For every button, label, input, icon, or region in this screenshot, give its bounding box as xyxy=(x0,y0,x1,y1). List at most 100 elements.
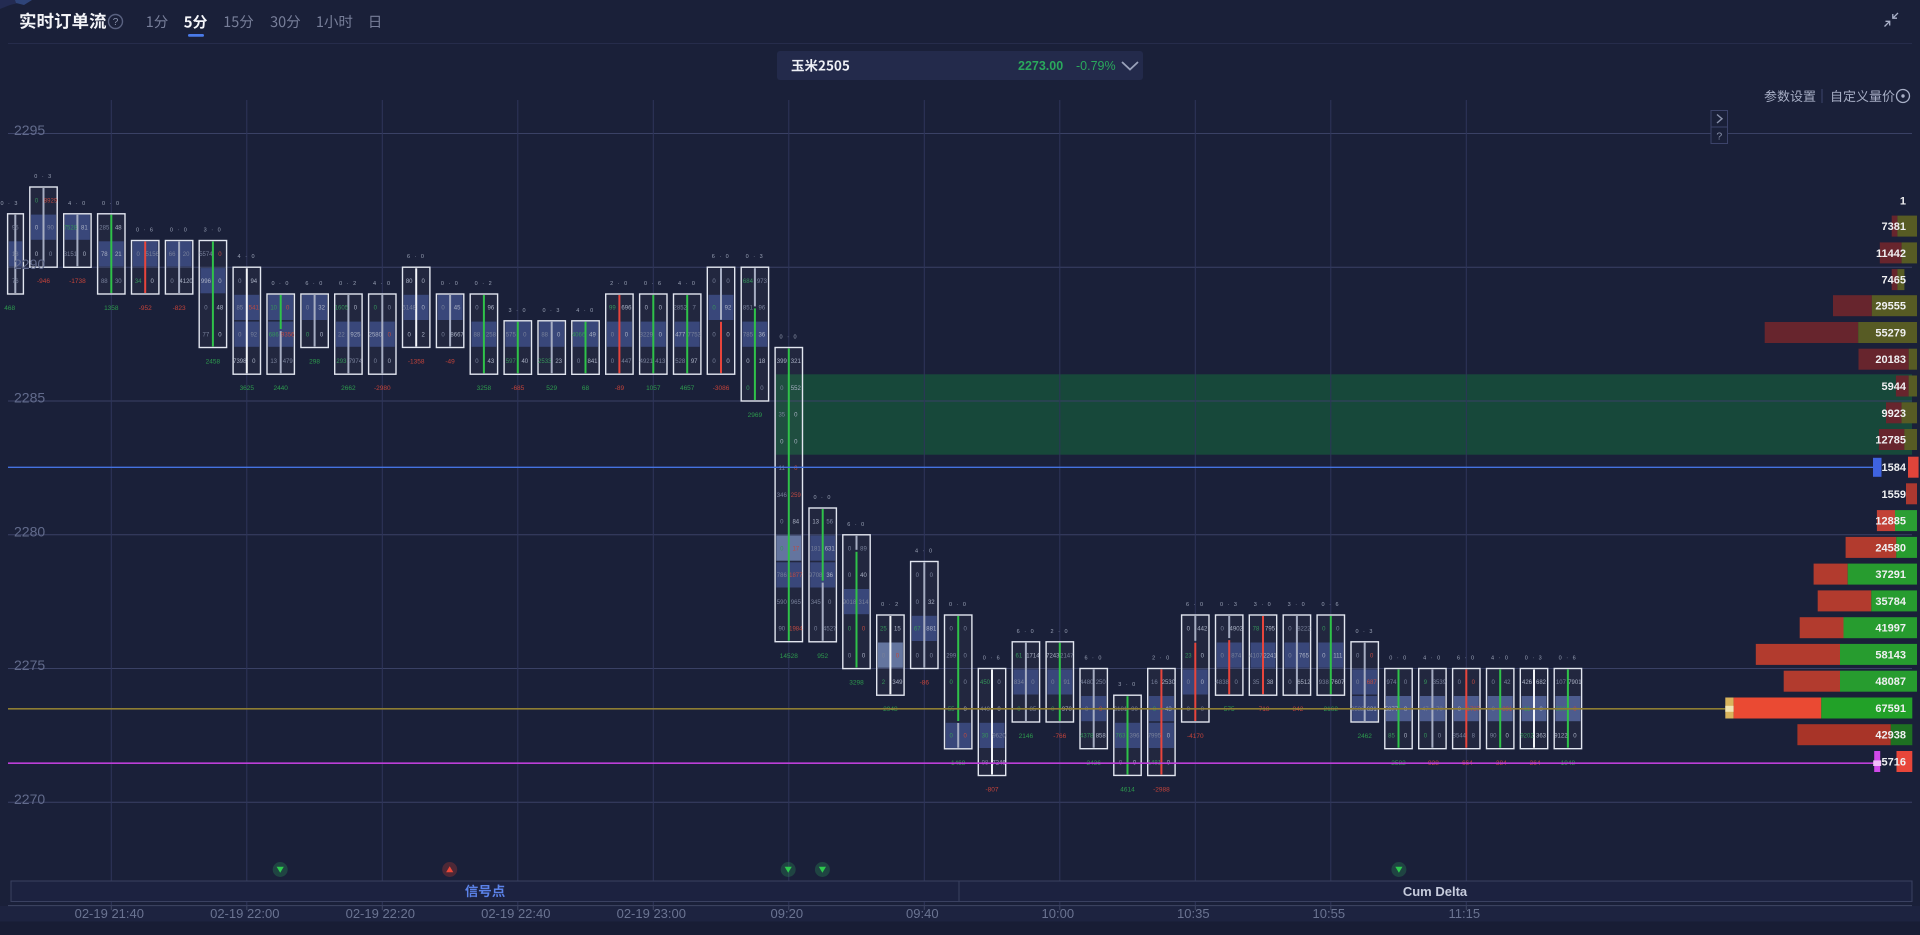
svg-text:42938: 42938 xyxy=(1875,730,1906,742)
svg-text:0: 0 xyxy=(408,332,412,338)
svg-text:0: 0 xyxy=(1031,680,1035,686)
svg-text:-89: -89 xyxy=(615,385,625,392)
svg-text:0 · 2: 0 · 2 xyxy=(339,281,358,287)
svg-text:4 · 0: 4 · 0 xyxy=(68,201,87,207)
svg-text:858: 858 xyxy=(1096,734,1107,740)
svg-text:0 · 3: 0 · 3 xyxy=(1355,629,1374,635)
svg-text:4480: 4480 xyxy=(1080,680,1094,686)
svg-text:0: 0 xyxy=(252,359,256,365)
svg-text:250: 250 xyxy=(1096,680,1107,686)
svg-text:0: 0 xyxy=(1051,707,1055,713)
svg-text:0: 0 xyxy=(374,359,378,365)
svg-text:0: 0 xyxy=(916,573,920,579)
svg-text:8: 8 xyxy=(1472,734,1476,740)
svg-text:684: 684 xyxy=(743,279,754,285)
svg-text:48087: 48087 xyxy=(1875,676,1906,688)
svg-text:22: 22 xyxy=(338,332,345,338)
svg-text:8544: 8544 xyxy=(1453,734,1467,740)
svg-text:590: 590 xyxy=(777,600,788,606)
svg-text:-0.79%: -0.79% xyxy=(1076,59,1116,73)
svg-text:0: 0 xyxy=(388,306,392,312)
svg-text:0 · 0: 0 · 0 xyxy=(780,335,799,341)
svg-text:0: 0 xyxy=(916,653,920,659)
svg-text:2: 2 xyxy=(882,680,886,686)
svg-text:7243: 7243 xyxy=(1046,653,1060,659)
svg-text:7901: 7901 xyxy=(1568,680,1582,686)
svg-text:94: 94 xyxy=(250,279,257,285)
svg-text:9: 9 xyxy=(1099,707,1103,713)
svg-text:21: 21 xyxy=(115,252,122,258)
svg-text:450: 450 xyxy=(980,680,991,686)
svg-text:85: 85 xyxy=(236,306,243,312)
svg-text:0: 0 xyxy=(1187,627,1191,633)
svg-text:0: 0 xyxy=(625,332,629,338)
svg-text:40: 40 xyxy=(521,359,528,365)
svg-text:8222: 8222 xyxy=(1297,627,1311,633)
svg-text:1358: 1358 xyxy=(104,305,119,312)
svg-text:9620: 9620 xyxy=(992,734,1006,740)
svg-text:0: 0 xyxy=(441,332,445,338)
svg-text:15: 15 xyxy=(894,627,901,633)
svg-text:2241: 2241 xyxy=(1263,653,1277,659)
svg-text:0: 0 xyxy=(964,680,968,686)
svg-text:0: 0 xyxy=(950,627,954,633)
svg-text:09:40: 09:40 xyxy=(906,906,939,921)
svg-text:3 · 0: 3 · 0 xyxy=(509,308,528,314)
svg-text:90: 90 xyxy=(1131,707,1138,713)
svg-text:6181: 6181 xyxy=(1114,707,1128,713)
svg-text:0: 0 xyxy=(388,332,392,338)
svg-text:0: 0 xyxy=(422,279,426,285)
svg-text:3 · 0: 3 · 0 xyxy=(1254,602,1273,608)
svg-text:0: 0 xyxy=(930,573,934,579)
svg-text:61: 61 xyxy=(1016,653,1023,659)
svg-text:0 · 0: 0 · 0 xyxy=(813,495,832,501)
svg-text:7974: 7974 xyxy=(349,359,363,365)
svg-text:35784: 35784 xyxy=(1875,596,1906,608)
svg-text:3258: 3258 xyxy=(477,385,492,392)
svg-text:3 · 0: 3 · 0 xyxy=(1118,682,1137,688)
svg-text:413: 413 xyxy=(655,359,666,365)
svg-text:4 · 0: 4 · 0 xyxy=(678,281,697,287)
svg-text:23: 23 xyxy=(1185,653,1192,659)
svg-text:575: 575 xyxy=(1224,706,1235,713)
svg-text:09:20: 09:20 xyxy=(771,906,804,921)
svg-text:88: 88 xyxy=(541,332,548,338)
svg-text:9356: 9356 xyxy=(281,332,295,338)
svg-text:2533: 2533 xyxy=(538,359,552,365)
svg-text:81: 81 xyxy=(81,225,88,231)
svg-text:0: 0 xyxy=(726,359,730,365)
svg-text:0: 0 xyxy=(746,359,750,365)
svg-text:8667: 8667 xyxy=(450,332,464,338)
svg-text:399: 399 xyxy=(777,359,788,365)
svg-text:4 · 0: 4 · 0 xyxy=(1423,656,1442,662)
svg-text:2280: 2280 xyxy=(14,524,45,540)
svg-text:111: 111 xyxy=(1333,653,1343,659)
svg-text:2948: 2948 xyxy=(883,706,898,713)
svg-text:0: 0 xyxy=(659,332,663,338)
svg-text:0: 0 xyxy=(950,734,954,740)
svg-text:298: 298 xyxy=(309,359,320,366)
svg-text:32: 32 xyxy=(318,306,325,312)
svg-text:92: 92 xyxy=(250,332,257,338)
svg-text:-49: -49 xyxy=(445,359,455,366)
svg-text:-842: -842 xyxy=(1290,706,1303,713)
svg-text:0 · 3: 0 · 3 xyxy=(1220,602,1239,608)
svg-text:1057: 1057 xyxy=(646,385,661,392)
svg-text:45: 45 xyxy=(454,306,461,312)
svg-text:88: 88 xyxy=(474,332,481,338)
svg-text:85: 85 xyxy=(1030,707,1037,713)
svg-text:40: 40 xyxy=(860,573,867,579)
svg-text:9923: 9923 xyxy=(1882,408,1906,420)
svg-text:58143: 58143 xyxy=(1875,649,1906,661)
svg-text:30: 30 xyxy=(115,279,122,285)
svg-text:0: 0 xyxy=(848,627,852,633)
svg-text:0: 0 xyxy=(1201,707,1205,713)
svg-text:0: 0 xyxy=(374,306,378,312)
svg-text:0: 0 xyxy=(1288,627,1292,633)
svg-text:18: 18 xyxy=(12,252,19,258)
svg-text:0: 0 xyxy=(475,306,479,312)
svg-text:0 · 6: 0 · 6 xyxy=(1322,602,1341,608)
svg-text:0: 0 xyxy=(712,359,716,365)
svg-text:18: 18 xyxy=(759,359,766,365)
svg-text:0: 0 xyxy=(137,252,141,258)
